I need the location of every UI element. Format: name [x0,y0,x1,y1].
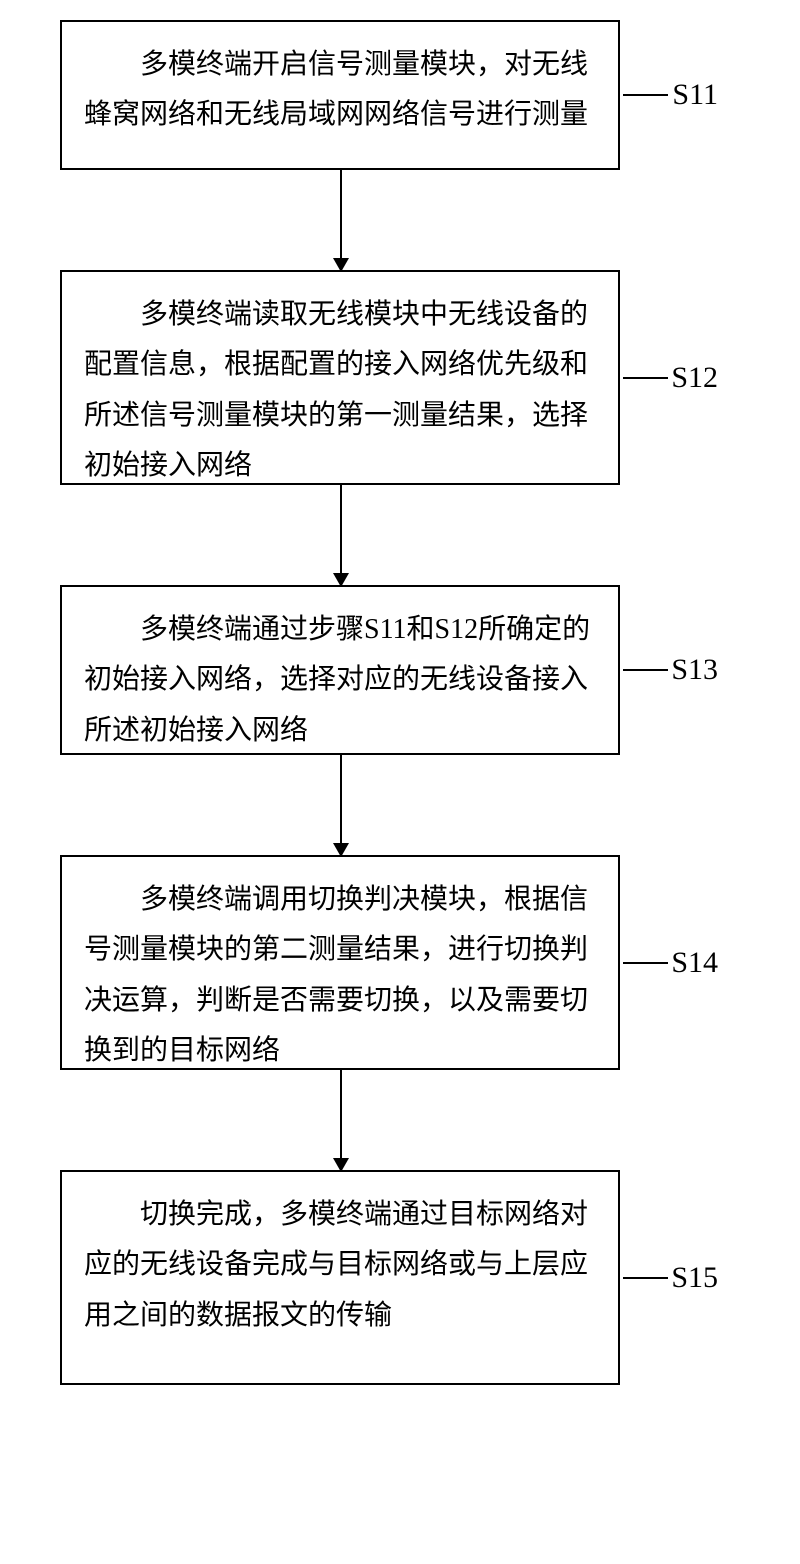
step-label: S13 [615,643,718,697]
flowchart-container: 多模终端开启信号测量模块，对无线蜂窝网络和无线局域网网络信号进行测量 S11 多… [60,20,740,1385]
arrow-down [340,1070,342,1170]
step-text: 切换完成，多模终端通过目标网络对应的无线设备完成与目标网络或与上层应用之间的数据… [84,1199,588,1331]
step-box-s11: 多模终端开启信号测量模块，对无线蜂窝网络和无线局域网网络信号进行测量 S11 [60,20,620,170]
step-label: S15 [615,1251,718,1305]
step-box-s12: 多模终端读取无线模块中无线设备的配置信息，根据配置的接入网络优先级和所述信号测量… [60,270,620,485]
step-label: S11 [616,68,718,122]
step-text: 多模终端通过步骤S11和S12所确定的初始接入网络，选择对应的无线设备接入所述初… [84,614,590,746]
arrow-down [340,755,342,855]
step-label: S14 [615,936,718,990]
step-text: 多模终端读取无线模块中无线设备的配置信息，根据配置的接入网络优先级和所述信号测量… [84,299,588,481]
step-box-s15: 切换完成，多模终端通过目标网络对应的无线设备完成与目标网络或与上层应用之间的数据… [60,1170,620,1385]
step-box-s14: 多模终端调用切换判决模块，根据信号测量模块的第二测量结果，进行切换判决运算，判断… [60,855,620,1070]
arrow-down [340,170,342,270]
arrow-down [340,485,342,585]
step-label: S12 [615,351,718,405]
step-text: 多模终端开启信号测量模块，对无线蜂窝网络和无线局域网网络信号进行测量 [84,49,588,130]
step-box-s13: 多模终端通过步骤S11和S12所确定的初始接入网络，选择对应的无线设备接入所述初… [60,585,620,755]
step-text: 多模终端调用切换判决模块，根据信号测量模块的第二测量结果，进行切换判决运算，判断… [84,884,588,1066]
